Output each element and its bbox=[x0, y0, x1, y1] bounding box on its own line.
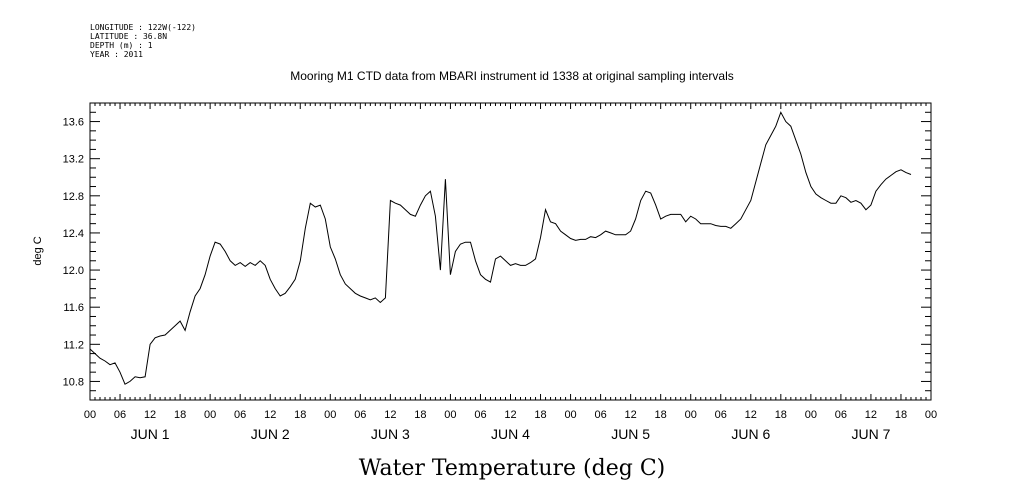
x-tick-label: 06 bbox=[114, 409, 126, 421]
x-tick-label: 18 bbox=[414, 409, 426, 421]
x-tick-label: 12 bbox=[504, 409, 516, 421]
x-day-label: JUN 7 bbox=[851, 426, 890, 442]
x-tick-label: 06 bbox=[594, 409, 606, 421]
meta-longitude: LONGITUDE : 122W(-122) bbox=[90, 23, 196, 32]
plot-frame bbox=[89, 102, 932, 401]
x-tick-label: 00 bbox=[805, 409, 817, 421]
x-day-label: JUN 5 bbox=[611, 426, 650, 442]
meta-depth: DEPTH (m) : 1 bbox=[90, 41, 153, 50]
x-day-label: JUN 6 bbox=[731, 426, 770, 442]
y-tick-label: 12.4 bbox=[63, 228, 84, 240]
x-tick-label: 00 bbox=[564, 409, 576, 421]
temperature-line bbox=[89, 111, 912, 385]
chart-title: Mooring M1 CTD data from MBARI instrumen… bbox=[290, 69, 734, 83]
x-day-label: JUN 1 bbox=[131, 426, 170, 442]
metadata-block: LONGITUDE : 122W(-122) LATITUDE : 36.8N … bbox=[90, 23, 196, 59]
x-tick-label: 06 bbox=[715, 409, 727, 421]
axis-ticks bbox=[89, 102, 932, 401]
meta-year: YEAR : 2011 bbox=[90, 50, 143, 59]
x-tick-label: 00 bbox=[925, 409, 937, 421]
x-day-labels: JUN 1 JUN 2 JUN 3 JUN 4 JUN 5 JUN 6 JUN 7 bbox=[131, 426, 891, 442]
x-tick-label: 00 bbox=[84, 409, 96, 421]
x-day-label: JUN 3 bbox=[371, 426, 410, 442]
x-tick-label: 18 bbox=[775, 409, 787, 421]
x-tick-label: 06 bbox=[354, 409, 366, 421]
x-tick-label: 06 bbox=[234, 409, 246, 421]
x-day-label: JUN 2 bbox=[251, 426, 290, 442]
meta-latitude: LATITUDE : 36.8N bbox=[90, 32, 167, 41]
x-tick-label: 12 bbox=[625, 409, 637, 421]
x-tick-label: 18 bbox=[174, 409, 186, 421]
x-tick-label: 18 bbox=[655, 409, 667, 421]
x-tick-label: 12 bbox=[865, 409, 877, 421]
y-tick-label: 11.2 bbox=[63, 339, 84, 351]
y-tick-label: 12.0 bbox=[63, 265, 84, 277]
x-tick-label: 06 bbox=[835, 409, 847, 421]
x-day-label: JUN 4 bbox=[491, 426, 530, 442]
x-tick-label: 12 bbox=[144, 409, 156, 421]
y-tick-labels: 10.8 11.2 11.6 12.0 12.4 12.8 13.2 13.6 bbox=[63, 117, 84, 389]
x-tick-label: 00 bbox=[204, 409, 216, 421]
x-tick-label: 06 bbox=[474, 409, 486, 421]
x-tick-label: 18 bbox=[294, 409, 306, 421]
x-axis-title: Water Temperature (deg C) bbox=[359, 456, 666, 481]
y-tick-label: 13.2 bbox=[63, 154, 84, 166]
x-tick-label: 00 bbox=[324, 409, 336, 421]
y-tick-label: 11.6 bbox=[63, 302, 84, 314]
x-tick-label: 12 bbox=[384, 409, 396, 421]
y-tick-label: 10.8 bbox=[63, 376, 84, 388]
y-axis-label: deg C bbox=[32, 236, 44, 265]
x-tick-label: 00 bbox=[685, 409, 697, 421]
x-tick-label: 12 bbox=[264, 409, 276, 421]
y-tick-label: 13.6 bbox=[63, 117, 84, 129]
y-tick-label: 12.8 bbox=[63, 191, 84, 203]
x-tick-label: 12 bbox=[745, 409, 757, 421]
x-tick-label: 00 bbox=[444, 409, 456, 421]
x-tick-labels: 00 06 12 18 00 06 12 18 00 06 12 18 00 06 12 18 00 06 12 18… bbox=[84, 409, 937, 421]
x-tick-label: 18 bbox=[895, 409, 907, 421]
x-tick-label: 18 bbox=[534, 409, 546, 421]
